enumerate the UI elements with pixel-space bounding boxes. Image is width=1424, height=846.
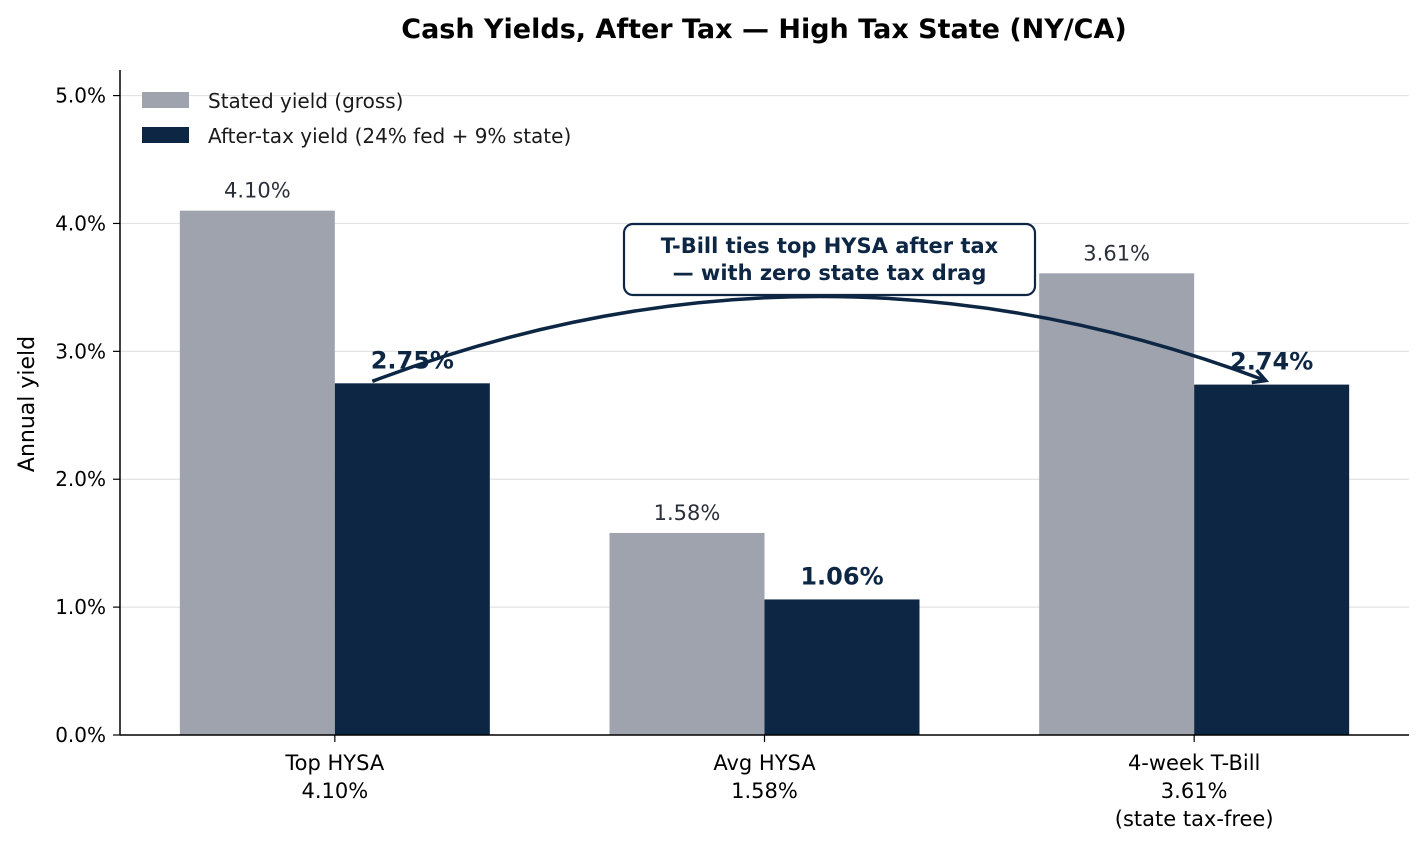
bar-value-label: 1.58% (654, 501, 721, 525)
annotation: T-Bill ties top HYSA after tax — with zer… (371, 222, 1270, 385)
bar-gross (179, 210, 335, 735)
bar-value-label: 3.61% (1083, 241, 1150, 265)
y-tick-label: 2.0% (55, 467, 106, 491)
x-tick-label: Top HYSA (284, 751, 384, 775)
value-labels: 4.10%1.58%3.61%2.75%1.06%2.74% (224, 179, 1313, 591)
bar-gross (609, 532, 765, 735)
x-tick-label: 3.61% (1161, 779, 1228, 803)
legend-label: After-tax yield (24% fed + 9% state) (208, 124, 571, 148)
x-tick-label: 4.10% (301, 779, 368, 803)
x-tick-label: Avg HYSA (713, 751, 816, 775)
x-tick-label: (state tax-free) (1115, 807, 1274, 831)
legend-swatch (142, 127, 189, 143)
bars (179, 210, 1350, 735)
annotation-text: T-Bill ties top HYSA after tax (661, 234, 999, 258)
legend-swatch (142, 92, 189, 108)
y-tick-label: 5.0% (55, 84, 106, 108)
bar-value-label: 1.06% (800, 562, 883, 590)
legend-label: Stated yield (gross) (208, 89, 403, 113)
y-ticks: 0.0% 1.0% 2.0% 3.0% 4.0% 5.0% (55, 84, 120, 747)
y-tick-label: 1.0% (55, 595, 106, 619)
y-tick-label: 3.0% (55, 339, 106, 363)
x-tick-label: 1.58% (731, 779, 798, 803)
y-tick-label: 0.0% (55, 723, 106, 747)
chart-title: Cash Yields, After Tax — High Tax State … (401, 14, 1126, 45)
y-tick-label: 4.0% (55, 211, 106, 235)
annotation-arrow (371, 294, 1267, 383)
y-axis-label: Annual yield (15, 336, 40, 472)
annotation-box (622, 222, 1037, 297)
bar-after-tax (1194, 384, 1350, 735)
bar-value-label: 4.10% (224, 179, 291, 203)
annotation-arrowhead (1251, 368, 1270, 385)
annotation-text: — with zero state tax drag (673, 261, 987, 285)
x-tick-label: 4-week T-Bill (1128, 751, 1260, 775)
bar-gross (1039, 273, 1195, 735)
bar-after-tax (334, 383, 490, 735)
x-tick-labels: Top HYSA 4.10% Avg HYSA 1.58% 4-week T-Bill 3… (284, 735, 1274, 831)
bar-after-tax (764, 599, 920, 735)
legend: Stated yield (gross) After-tax yield (24%… (142, 89, 571, 148)
bar-value-label: 2.75% (371, 346, 454, 374)
